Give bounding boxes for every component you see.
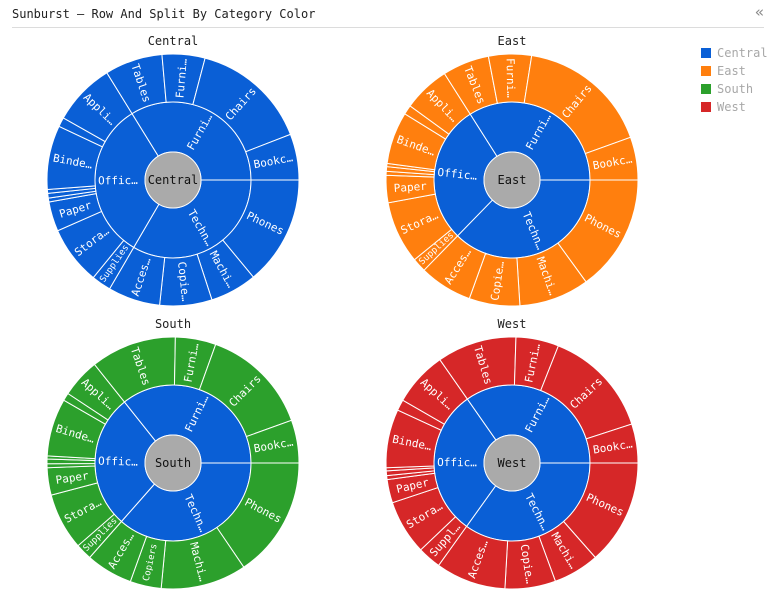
segment-label-office-supplies: Offic… <box>437 166 478 183</box>
segment-bookcases[interactable] <box>245 133 300 181</box>
segment-bookcases[interactable] <box>584 136 639 181</box>
segment-label-furnishings: Furni… <box>173 58 189 99</box>
chart-title: West <box>498 317 527 331</box>
center-node[interactable] <box>483 151 541 209</box>
center-node[interactable] <box>144 434 202 492</box>
center-node[interactable] <box>483 434 541 492</box>
segment-bookcases[interactable] <box>585 423 639 464</box>
segment-label-office-supplies: Offic… <box>98 455 138 469</box>
chart-title: East <box>498 34 527 48</box>
segment-label-copiers: Copie… <box>488 260 507 302</box>
center-label: East <box>498 173 527 187</box>
panel-header: Sunburst — Row And Split By Category Col… <box>0 0 776 28</box>
legend-item-south[interactable]: South <box>701 80 776 98</box>
segment-label-paper: Paper <box>393 180 427 195</box>
chart-title: South <box>155 317 191 331</box>
legend-swatch <box>701 102 711 112</box>
legend-item-east[interactable]: East <box>701 62 776 80</box>
chart-title: Central <box>148 34 199 48</box>
legend-item-central[interactable]: Central <box>701 44 776 62</box>
legend-swatch <box>701 66 711 76</box>
header-divider <box>12 27 764 28</box>
legend-swatch <box>701 84 711 94</box>
legend-label: West <box>717 100 746 114</box>
center-node[interactable] <box>144 151 202 209</box>
panel-title: Sunburst — Row And Split By Category Col… <box>12 7 316 21</box>
segment-label-office-supplies: Offic… <box>437 456 477 469</box>
legend-label: East <box>717 64 746 78</box>
center-label: South <box>155 456 191 470</box>
center-label: West <box>498 456 527 470</box>
segment-label-copiers: Copie… <box>518 543 537 585</box>
legend-label: Central <box>717 46 768 60</box>
segment-bookcases[interactable] <box>245 419 300 464</box>
legend: Central East South West <box>701 44 776 116</box>
segment-label-copiers: Copie… <box>175 261 192 302</box>
double-chevron-left-icon[interactable]: « <box>754 3 764 21</box>
legend-swatch <box>701 48 711 58</box>
segment-label-bookcases: Bookc… <box>592 437 634 456</box>
legend-label: South <box>717 82 754 96</box>
center-label: Central <box>148 173 199 187</box>
segment-label-paper: Paper <box>55 469 90 487</box>
legend-item-west[interactable]: West <box>701 98 776 116</box>
segment-label-office-supplies: Offic… <box>98 174 138 188</box>
segment-label-furnishings: Furni… <box>504 58 518 98</box>
